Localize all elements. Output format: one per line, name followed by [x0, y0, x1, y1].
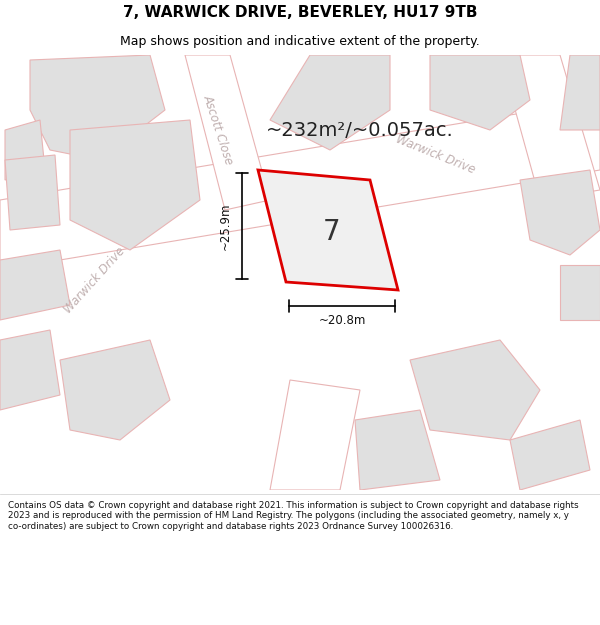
Text: ~232m²/~0.057ac.: ~232m²/~0.057ac.: [266, 121, 454, 139]
Text: Map shows position and indicative extent of the property.: Map shows position and indicative extent…: [120, 35, 480, 48]
Polygon shape: [270, 380, 360, 490]
Polygon shape: [60, 340, 170, 440]
Text: 7: 7: [323, 218, 341, 246]
Polygon shape: [355, 410, 440, 490]
Polygon shape: [560, 265, 600, 320]
Polygon shape: [5, 155, 60, 230]
Polygon shape: [258, 170, 398, 290]
Text: Ascott Close: Ascott Close: [200, 93, 235, 167]
Text: Warwick Drive: Warwick Drive: [394, 133, 476, 177]
Polygon shape: [5, 120, 45, 180]
Polygon shape: [70, 120, 200, 250]
Polygon shape: [30, 55, 165, 160]
Text: ~20.8m: ~20.8m: [319, 314, 365, 326]
Polygon shape: [430, 55, 530, 130]
Polygon shape: [270, 55, 390, 150]
Text: Warwick Drive: Warwick Drive: [62, 244, 128, 316]
Polygon shape: [0, 330, 60, 410]
Polygon shape: [510, 420, 590, 490]
Text: ~25.9m: ~25.9m: [218, 202, 232, 250]
Polygon shape: [0, 250, 70, 320]
Polygon shape: [500, 55, 600, 200]
Polygon shape: [0, 100, 600, 270]
Polygon shape: [560, 55, 600, 130]
Polygon shape: [410, 340, 540, 440]
Text: 7, WARWICK DRIVE, BEVERLEY, HU17 9TB: 7, WARWICK DRIVE, BEVERLEY, HU17 9TB: [123, 4, 477, 19]
Text: Contains OS data © Crown copyright and database right 2021. This information is : Contains OS data © Crown copyright and d…: [8, 501, 578, 531]
Polygon shape: [520, 170, 600, 255]
Polygon shape: [185, 55, 270, 210]
